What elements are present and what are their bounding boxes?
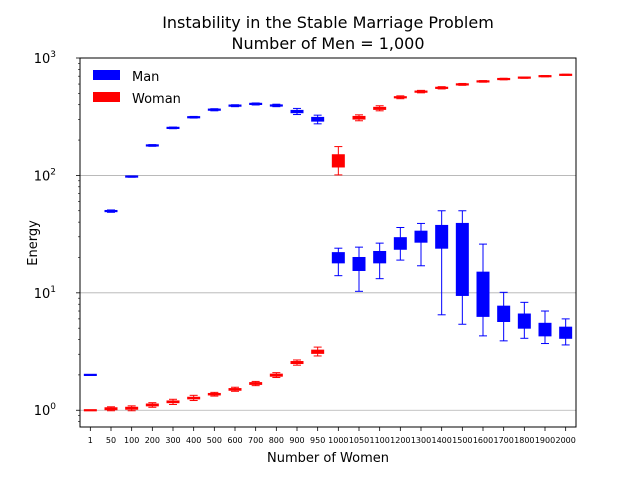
- x-tick-label-200: 200: [145, 436, 160, 445]
- y-tick-exponent-1: 1: [50, 285, 56, 295]
- x-tick-label-1100: 1100: [369, 436, 389, 445]
- legend-swatch-woman: [93, 92, 120, 102]
- x-tick-label-1400: 1400: [431, 436, 451, 445]
- x-tick-label-1900: 1900: [535, 436, 555, 445]
- x-tick-label-1: 1: [88, 436, 93, 445]
- box-man-1000: [331, 247, 345, 277]
- box-woman-1800: [517, 76, 531, 79]
- box-man-600: [228, 104, 242, 108]
- x-tick-label-300: 300: [165, 436, 180, 445]
- box-woman-1600: [476, 80, 490, 83]
- x-tick-label-500: 500: [207, 436, 222, 445]
- box-body-man-1800: [517, 313, 531, 329]
- x-tick-label-700: 700: [248, 436, 263, 445]
- legend-label-man: Man: [132, 70, 159, 85]
- box-man-1800: [517, 301, 531, 339]
- box-body-man-1500: [455, 222, 469, 296]
- box-man-50: [104, 209, 118, 213]
- x-axis: 1 50 100 200 300 400 500 600 700 800 900 950 1000 105…: [88, 427, 576, 445]
- box-man-1200: [393, 227, 407, 261]
- box-man-1500: [455, 210, 469, 325]
- x-tick-label-1700: 1700: [493, 436, 513, 445]
- box-man-1900: [538, 310, 552, 345]
- x-tick-label-950: 950: [310, 436, 325, 445]
- x-tick-label-100: 100: [124, 436, 139, 445]
- box-man-500: [207, 108, 221, 112]
- box-woman-100: [125, 405, 139, 412]
- box-woman-400: [187, 394, 201, 402]
- x-tick-label-800: 800: [269, 436, 284, 445]
- box-man-1: [83, 373, 97, 377]
- box-woman-1400: [435, 86, 449, 90]
- box-man-1050: [352, 246, 366, 292]
- y-axis-label: Energy: [26, 220, 41, 266]
- box-woman-300: [166, 398, 180, 405]
- box-woman-1100: [373, 105, 387, 112]
- box-woman-50: [104, 406, 118, 412]
- box-woman-600: [228, 386, 242, 392]
- box-man-900: [290, 107, 304, 116]
- boxes: [83, 73, 573, 412]
- box-woman-950: [311, 346, 325, 357]
- box-body-man-1100: [373, 250, 387, 264]
- box-body-man-1900: [538, 322, 552, 337]
- y-tick-exponent-0: 0: [50, 402, 56, 412]
- x-tick-label-1000: 1000: [328, 436, 348, 445]
- box-woman-1500: [455, 82, 469, 86]
- box-man-2000: [559, 318, 573, 346]
- box-body-man-1700: [497, 305, 511, 322]
- x-tick-label-50: 50: [106, 436, 116, 445]
- box-man-1300: [414, 222, 428, 267]
- box-woman-1200: [393, 95, 407, 100]
- box-man-950: [311, 114, 325, 125]
- legend: Man Woman: [93, 70, 181, 107]
- x-axis-label: Number of Women: [267, 451, 389, 466]
- chart-title: Instability in the Stable Marriage Probl…: [162, 13, 494, 32]
- box-body-man-1600: [476, 271, 490, 317]
- x-tick-label-1200: 1200: [390, 436, 410, 445]
- x-tick-label-1800: 1800: [514, 436, 534, 445]
- box-man-1600: [476, 243, 490, 337]
- y-tick-exponent-3: 3: [50, 50, 56, 60]
- box-woman-1700: [497, 77, 511, 81]
- x-tick-label-900: 900: [289, 436, 304, 445]
- plot-frame: [79, 57, 577, 428]
- legend-label-woman: Woman: [132, 92, 181, 107]
- box-woman-700: [249, 380, 263, 387]
- box-body-woman-1000: [331, 154, 345, 168]
- x-tick-label-600: 600: [227, 436, 242, 445]
- legend-swatch-man: [93, 70, 120, 80]
- box-body-man-2000: [559, 326, 573, 339]
- box-woman-1900: [538, 75, 552, 78]
- chart-subtitle: Number of Men = 1,000: [231, 34, 424, 53]
- box-woman-1050: [352, 114, 366, 122]
- box-woman-800: [269, 372, 283, 379]
- box-man-700: [249, 102, 263, 106]
- box-man-300: [166, 126, 180, 130]
- box-woman-1000: [331, 146, 345, 176]
- box-woman-200: [145, 402, 159, 408]
- x-tick-label-1600: 1600: [473, 436, 493, 445]
- box-man-1100: [373, 242, 387, 280]
- box-woman-2000: [559, 73, 573, 76]
- x-tick-label-1050: 1050: [349, 436, 369, 445]
- box-man-1400: [435, 210, 449, 316]
- x-tick-label-400: 400: [186, 436, 201, 445]
- box-woman-1: [83, 409, 97, 412]
- x-tick-label-1500: 1500: [452, 436, 472, 445]
- y-tick-exponent-2: 2: [50, 167, 56, 177]
- box-woman-500: [207, 391, 221, 397]
- box-man-400: [187, 115, 201, 119]
- x-tick-label-1300: 1300: [411, 436, 431, 445]
- x-tick-label-2000: 2000: [555, 436, 575, 445]
- box-man-200: [145, 144, 159, 147]
- box-man-1700: [497, 291, 511, 342]
- box-man-800: [269, 103, 283, 108]
- box-woman-1300: [414, 89, 428, 94]
- box-woman-900: [290, 359, 304, 366]
- gridlines: [80, 175, 576, 411]
- box-man-100: [125, 175, 139, 178]
